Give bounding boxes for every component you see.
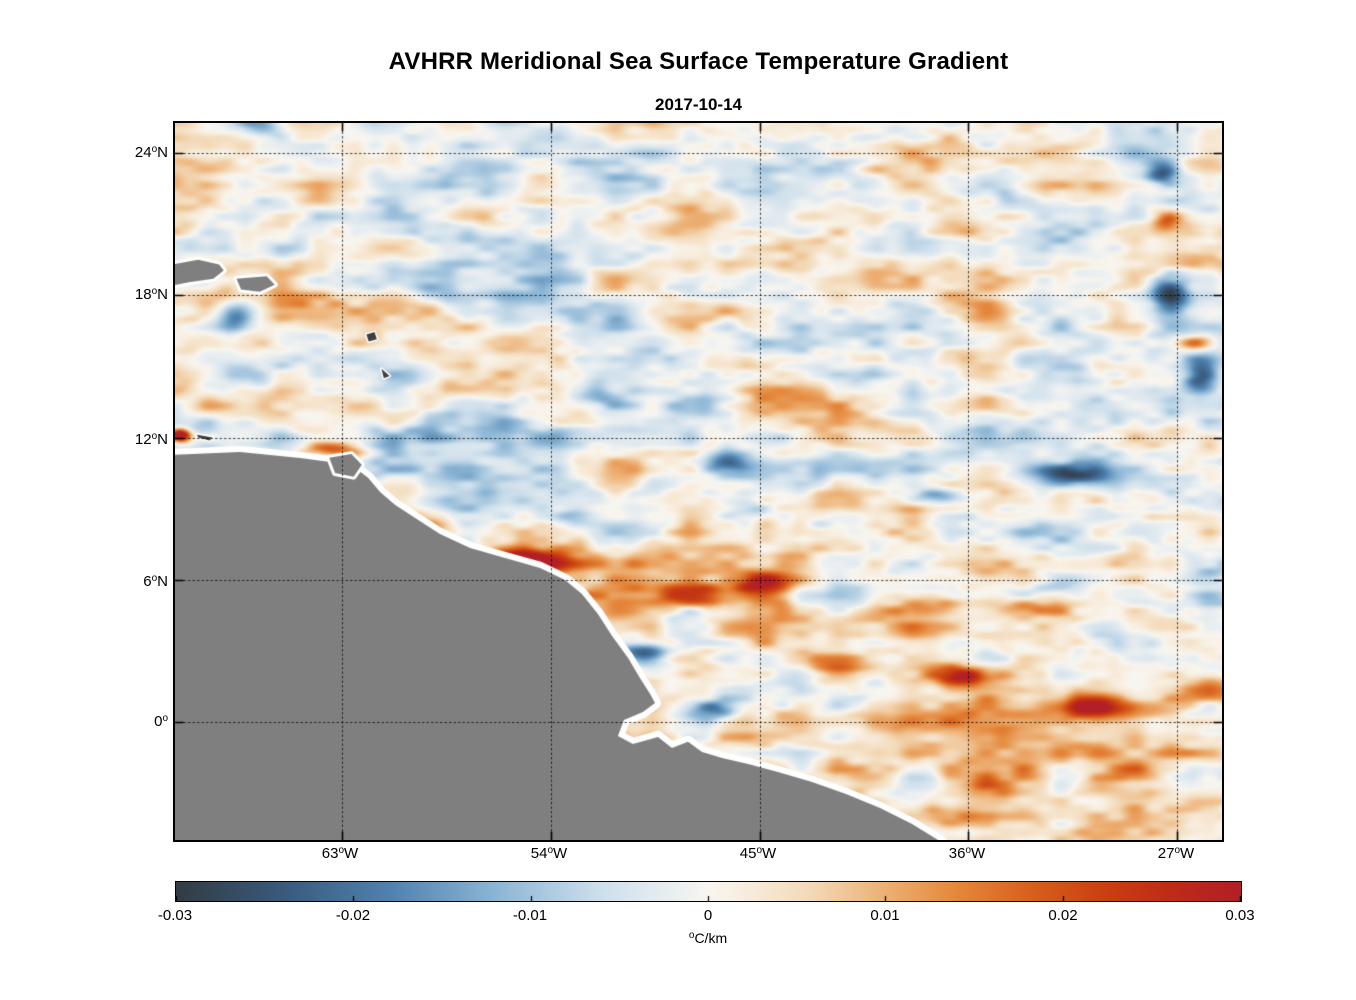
x-axis-tick-label: 63oW xyxy=(321,845,359,862)
colorbar-canvas xyxy=(176,882,1241,901)
degree-symbol: o xyxy=(151,431,158,442)
figure-title: AVHRR Meridional Sea Surface Temperature… xyxy=(388,48,1009,75)
degree-symbol: o xyxy=(151,286,158,297)
y-axis-tick-label: 12oN xyxy=(134,431,168,448)
colorbar-tick-label: -0.02 xyxy=(335,907,371,924)
degree-symbol: o xyxy=(151,573,158,584)
colorbar-tick-label: 0.02 xyxy=(1048,907,1078,924)
x-axis-tick-label: 36oW xyxy=(948,845,986,862)
x-axis-tick-label: 45oW xyxy=(739,845,777,862)
degree-symbol: o xyxy=(1174,845,1181,856)
colorbar-tick-label: -0.01 xyxy=(512,907,548,924)
degree-symbol: o xyxy=(162,713,168,724)
colorbar-tick-label: -0.03 xyxy=(157,907,193,924)
degree-symbol: o xyxy=(547,845,554,856)
map-canvas xyxy=(175,123,1222,840)
degree-symbol: o xyxy=(338,845,345,856)
degree-symbol: o xyxy=(965,845,972,856)
colorbar xyxy=(175,881,1242,902)
degree-symbol: o xyxy=(151,144,158,155)
figure-subtitle: 2017-10-14 xyxy=(655,95,742,114)
y-axis-tick-label: 0o xyxy=(154,713,168,730)
x-axis-tick-label: 54oW xyxy=(530,845,568,862)
y-axis-tick-label: 18oN xyxy=(134,286,168,303)
colorbar-tick-label: 0 xyxy=(703,907,713,924)
degree-symbol: o xyxy=(756,845,763,856)
y-axis-tick-label: 24oN xyxy=(134,144,168,161)
map-plot xyxy=(173,121,1224,842)
degree-symbol: o xyxy=(688,930,695,941)
y-axis-tick-label: 6oN xyxy=(143,573,168,590)
colorbar-tick-label: 0.01 xyxy=(870,907,900,924)
x-axis-tick-label: 27oW xyxy=(1157,845,1195,862)
colorbar-unit-label: oC/km xyxy=(688,930,728,946)
colorbar-tick-label: 0.03 xyxy=(1225,907,1255,924)
